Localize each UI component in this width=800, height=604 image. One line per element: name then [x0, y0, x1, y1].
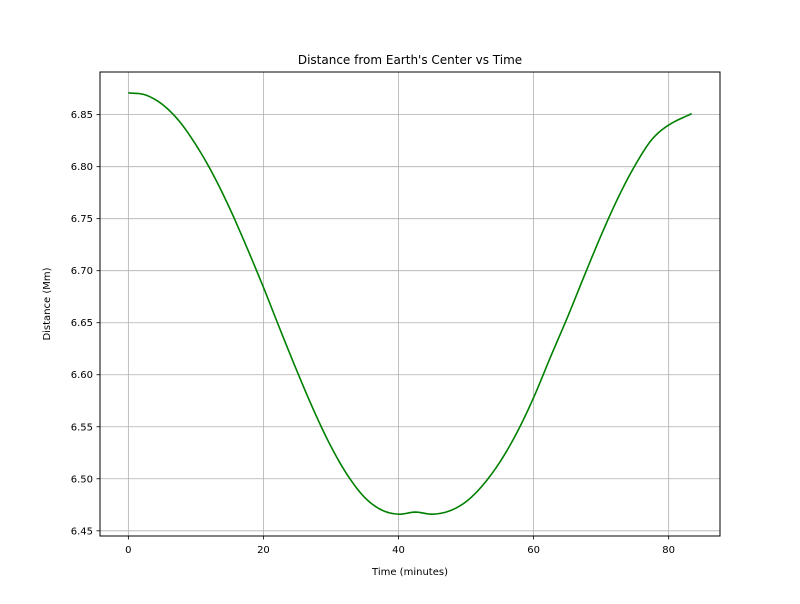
series-layer	[128, 92, 692, 515]
grid-lines	[100, 72, 720, 536]
chart-title: Distance from Earth's Center vs Time	[298, 53, 522, 67]
x-axis-label: Time (minutes)	[371, 567, 448, 578]
y-tick-label: 6.60	[71, 370, 93, 381]
x-tick-label: 20	[257, 545, 270, 556]
y-axis-label: Distance (Mm)	[42, 267, 53, 340]
x-tick-label: 40	[392, 545, 405, 556]
x-tick-label: 80	[662, 545, 675, 556]
x-axis-ticks: 0 20 40 60 80	[125, 536, 675, 556]
y-tick-label: 6.55	[71, 422, 93, 433]
plot-area	[100, 72, 720, 536]
distance-series-line	[128, 92, 692, 515]
y-tick-label: 6.70	[71, 266, 93, 277]
y-tick-label: 6.75	[71, 214, 93, 225]
x-tick-label: 0	[125, 545, 131, 556]
y-axis-ticks: 6.45 6.50 6.55 6.60 6.65 6.70 6.75 6.80 6.85	[71, 110, 100, 537]
y-tick-label: 6.50	[71, 474, 93, 485]
y-tick-label: 6.85	[71, 110, 93, 121]
x-tick-label: 60	[527, 545, 540, 556]
y-tick-label: 6.80	[71, 162, 93, 173]
y-tick-label: 6.45	[71, 526, 93, 537]
plot-frame	[99, 71, 721, 537]
y-tick-label: 6.65	[71, 318, 93, 329]
